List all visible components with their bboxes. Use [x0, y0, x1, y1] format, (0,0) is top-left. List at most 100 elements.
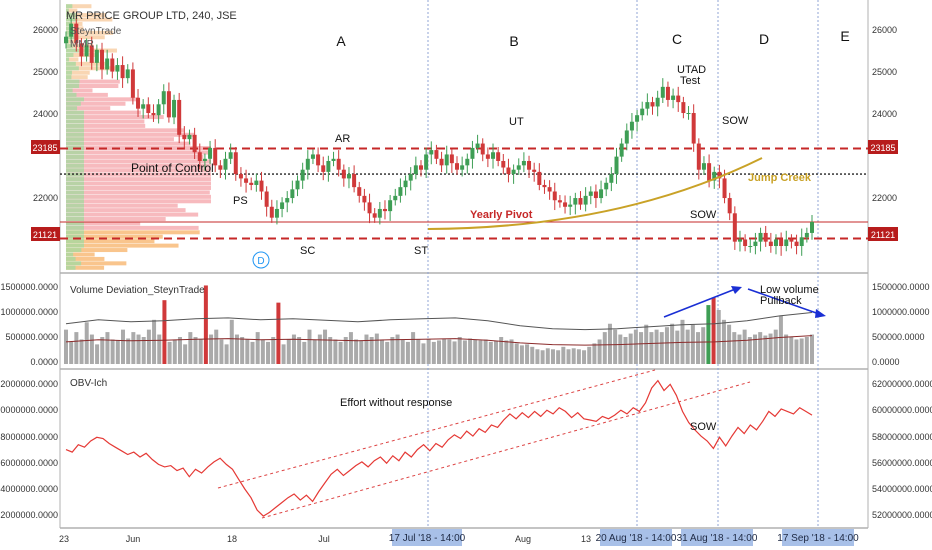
volume-bar — [79, 339, 84, 364]
pullback-arrow-down-head — [815, 309, 826, 318]
volume-bar — [758, 332, 763, 364]
candle-body — [681, 102, 686, 114]
candle-body — [717, 171, 722, 179]
volume-bar — [747, 337, 752, 364]
date-flag-4[interactable]: 17 Sep '18 - 14:00 — [777, 533, 859, 544]
price-tag-left-21121: 21121 — [33, 230, 57, 240]
volume-bar — [597, 339, 602, 364]
volume-bar — [95, 344, 100, 364]
volume-bar — [582, 350, 587, 364]
profile-bar-base — [66, 154, 84, 159]
volume-bar — [126, 338, 131, 364]
candle-body — [269, 206, 274, 218]
volume-bar — [452, 341, 457, 364]
profile-bar — [66, 132, 195, 137]
obv-tick-left-58000000: 58000000.0000 — [0, 432, 58, 442]
profile-bar-base — [66, 159, 84, 164]
candle-body — [305, 158, 310, 170]
volume-bar — [716, 310, 721, 364]
profile-bar — [66, 243, 179, 248]
volume-bar — [312, 339, 317, 364]
volume-bar — [592, 343, 597, 364]
volume-tick-left-1500000: 1500000.0000 — [0, 282, 58, 292]
volume-bar — [214, 329, 219, 364]
volume-bar — [659, 332, 664, 364]
profile-bar — [66, 172, 211, 177]
candle-body — [629, 121, 634, 131]
profile-bar — [66, 194, 211, 199]
d-marker-circle[interactable] — [252, 251, 270, 269]
volume-bar — [664, 327, 669, 364]
candle-body — [748, 246, 753, 248]
date-flag-2[interactable]: 20 Aug '18 - 14:00 — [596, 533, 677, 544]
candle-body — [223, 158, 228, 170]
obv-tick-right-52000000: 52000000.0000 — [872, 510, 932, 520]
candle-body — [527, 160, 532, 170]
candle-body — [146, 104, 151, 114]
candle-body — [120, 65, 125, 79]
volume-bar — [400, 339, 405, 364]
profile-bar-base — [66, 194, 84, 199]
volume-bar — [307, 329, 312, 364]
candle-body — [136, 97, 141, 109]
candle-body — [89, 45, 94, 63]
candle-body — [485, 154, 490, 159]
candle-body — [542, 184, 547, 188]
date-flag-3[interactable]: 31 Aug '18 - 14:00 — [677, 533, 758, 544]
volume-bar — [291, 334, 296, 364]
candle-body — [238, 174, 243, 179]
profile-bar-base — [66, 128, 84, 133]
volume-bar — [571, 348, 576, 364]
profile-bar-base — [66, 75, 72, 80]
profile-bar — [66, 8, 78, 13]
profile-bar-base — [66, 44, 73, 49]
profile-bar-base — [66, 208, 84, 213]
candle-body — [213, 147, 218, 166]
candle-body — [100, 49, 105, 70]
volume-bar — [369, 337, 374, 364]
volume-bar — [167, 341, 172, 364]
candle-body — [758, 232, 763, 242]
price-tag-right-21121: 21121 — [871, 230, 895, 240]
phase-label-b: B — [509, 33, 518, 49]
candle-body — [470, 147, 475, 159]
candle-body — [753, 241, 758, 247]
volume-bar — [152, 319, 157, 364]
profile-bar — [66, 128, 185, 133]
obv-tick-right-58000000: 58000000.0000 — [872, 432, 932, 442]
candle-body — [274, 208, 279, 218]
volume-bar — [374, 333, 379, 364]
candle-body — [310, 154, 315, 159]
profile-bar-base — [66, 110, 84, 115]
profile-bar-base — [66, 123, 84, 128]
profile-bar — [66, 159, 211, 164]
candle-body — [398, 187, 403, 196]
profile-bar-base — [66, 252, 74, 257]
candle-body — [64, 36, 68, 44]
candle-body — [676, 95, 681, 103]
volume-bar — [561, 346, 566, 364]
candle-body — [537, 171, 542, 185]
date-flag-1[interactable]: 17 Jul '18 - 14:00 — [389, 533, 466, 544]
candle-body — [794, 241, 799, 247]
candle-body — [804, 232, 809, 238]
volume-bar — [468, 338, 473, 364]
obv-tick-left-52000000: 52000000.0000 — [0, 510, 58, 520]
obv-tick-right-60000000: 60000000.0000 — [872, 405, 932, 415]
candle-body — [228, 152, 233, 159]
price-tag-left-23185: 23185 — [32, 143, 57, 153]
profile-bar — [66, 239, 155, 244]
candle-body — [84, 45, 89, 57]
candle-body — [624, 130, 629, 144]
candle-body — [557, 200, 562, 203]
sow-label-price-lower: SOW — [690, 209, 717, 221]
candle-body — [156, 104, 161, 116]
candle-body — [202, 158, 207, 161]
profile-bar — [66, 154, 204, 159]
ar-label: AR — [335, 133, 350, 145]
candle-body — [599, 189, 604, 199]
volume-bar — [209, 334, 214, 364]
volume-bar — [411, 332, 416, 364]
utad-label: UTAD — [677, 64, 706, 76]
